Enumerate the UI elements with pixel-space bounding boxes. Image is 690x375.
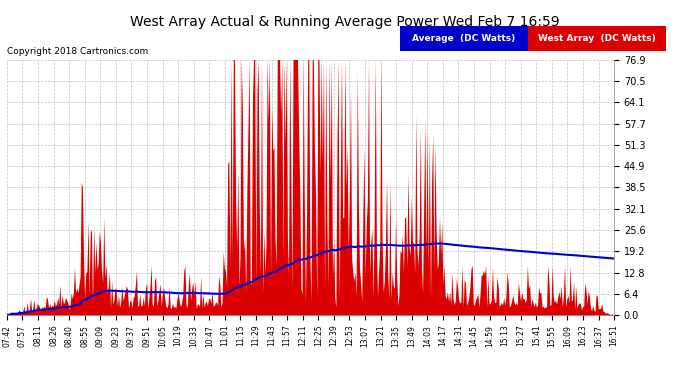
Text: Copyright 2018 Cartronics.com: Copyright 2018 Cartronics.com bbox=[7, 47, 148, 56]
Text: Average  (DC Watts): Average (DC Watts) bbox=[413, 34, 515, 43]
Text: West Array  (DC Watts): West Array (DC Watts) bbox=[538, 34, 656, 43]
Text: West Array Actual & Running Average Power Wed Feb 7 16:59: West Array Actual & Running Average Powe… bbox=[130, 15, 560, 29]
